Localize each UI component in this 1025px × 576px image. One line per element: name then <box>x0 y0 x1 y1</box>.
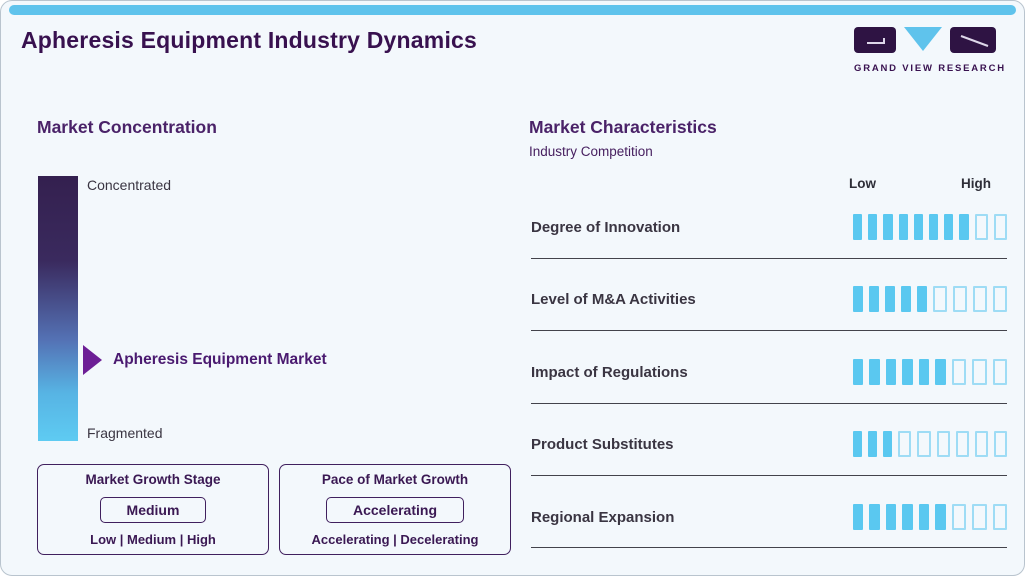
characteristic-label: Degree of Innovation <box>531 218 681 236</box>
rating-segment-empty <box>917 431 931 457</box>
row-divider <box>531 403 1007 404</box>
rating-segment-filled <box>869 359 880 385</box>
pace-box-title: Pace of Market Growth <box>321 472 469 487</box>
rating-segment-empty <box>951 504 967 530</box>
rating-segment-filled <box>868 214 878 240</box>
page-title: Apheresis Equipment Industry Dynamics <box>21 27 478 53</box>
growth-stage-options: Low | Medium | High <box>90 532 216 547</box>
top-accent-bar <box>9 5 1016 15</box>
market-position-arrow-icon <box>83 345 102 375</box>
rating-segment-filled <box>869 286 879 312</box>
rating-segment-empty <box>992 359 1007 385</box>
fragmented-label: Fragmented <box>87 425 163 441</box>
scale-low-label: Low <box>849 176 876 191</box>
rating-segment-filled <box>917 286 927 312</box>
rating-segment-empty <box>972 359 987 385</box>
rating-segment-filled <box>935 504 946 530</box>
rating-segment-filled <box>959 214 969 240</box>
rating-segment-filled <box>853 359 864 385</box>
rating-segment-filled <box>885 359 897 385</box>
rating-segment-empty <box>992 504 1007 530</box>
rating-segment-filled <box>944 214 954 240</box>
rating-segment-empty <box>955 431 969 457</box>
industry-competition-subheading: Industry Competition <box>529 144 653 159</box>
market-characteristics-heading: Market Characteristics <box>529 117 717 137</box>
rating-segment-filled <box>853 504 864 530</box>
rating-bar <box>853 286 1007 312</box>
rating-segment-filled <box>885 286 895 312</box>
rating-segment-filled <box>853 214 863 240</box>
market-position-label: Apheresis Equipment Market <box>113 351 327 368</box>
market-growth-stage-box: Market Growth Stage Medium Low | Medium … <box>37 464 269 555</box>
rating-bar <box>853 431 1007 457</box>
rating-segment-empty <box>951 359 967 385</box>
rating-segment-empty <box>953 286 967 312</box>
rating-segment-filled <box>935 359 946 385</box>
characteristic-label: Level of M&A Activities <box>531 290 696 308</box>
row-divider <box>531 330 1007 331</box>
rating-bar <box>853 504 1007 530</box>
rating-segment-empty <box>974 431 988 457</box>
scale-high-label: High <box>961 176 991 191</box>
row-divider <box>531 475 1007 476</box>
rating-segment-filled <box>902 359 913 385</box>
rating-segment-filled <box>918 359 930 385</box>
rating-segment-filled <box>898 214 908 240</box>
rating-segment-filled <box>883 431 893 457</box>
rating-segment-empty <box>933 286 947 312</box>
rating-segment-filled <box>869 504 880 530</box>
row-divider <box>531 258 1007 259</box>
growth-box-title: Market Growth Stage <box>85 472 221 487</box>
rating-segment-filled <box>853 431 863 457</box>
rating-segment-empty <box>898 431 912 457</box>
rating-segment-filled <box>901 286 911 312</box>
pace-of-growth-box: Pace of Market Growth Accelerating Accel… <box>279 464 511 555</box>
rating-segment-filled <box>853 286 863 312</box>
logo-brand-text: GRAND VIEW RESEARCH <box>854 63 1006 74</box>
characteristic-row: Regional Expansion <box>531 502 1007 532</box>
rating-segment-empty <box>936 431 950 457</box>
growth-stage-value: Medium <box>99 496 207 523</box>
rating-segment-filled <box>885 504 897 530</box>
grand-view-research-logo: GRAND VIEW RESEARCH <box>854 27 1006 74</box>
rating-segment-filled <box>913 214 924 240</box>
logo-g-block <box>854 27 896 53</box>
characteristic-label: Impact of Regulations <box>531 363 688 381</box>
rating-segment-empty <box>993 214 1008 240</box>
rating-segment-filled <box>929 214 939 240</box>
rating-segment-filled <box>883 214 893 240</box>
rating-segment-empty <box>993 286 1007 312</box>
pace-options: Accelerating | Decelerating <box>311 532 479 547</box>
rating-segment-empty <box>972 504 987 530</box>
gvr-logo-marks <box>854 27 996 53</box>
characteristic-label: Product Substitutes <box>531 435 674 453</box>
rating-bar <box>853 359 1007 385</box>
rating-segment-filled <box>868 431 878 457</box>
characteristic-row: Level of M&A Activities <box>531 284 1007 314</box>
rating-segment-filled <box>918 504 930 530</box>
rating-segment-empty <box>974 214 988 240</box>
rating-bar <box>853 214 1008 240</box>
row-divider <box>531 547 1007 548</box>
characteristic-row: Degree of Innovation <box>531 212 1008 242</box>
characteristic-row: Product Substitutes <box>531 429 1007 459</box>
logo-v-triangle <box>904 27 942 51</box>
concentrated-label: Concentrated <box>87 177 172 193</box>
concentration-gradient-bar <box>38 176 78 441</box>
pace-value: Accelerating <box>325 496 465 523</box>
market-concentration-heading: Market Concentration <box>37 117 217 137</box>
rating-segment-empty <box>973 286 987 312</box>
logo-g-glyph <box>867 38 885 44</box>
characteristic-row: Impact of Regulations <box>531 357 1007 387</box>
rating-segment-filled <box>902 504 913 530</box>
characteristic-label: Regional Expansion <box>531 508 675 526</box>
rating-segment-empty <box>993 431 1007 457</box>
logo-r-glyph <box>960 35 989 47</box>
